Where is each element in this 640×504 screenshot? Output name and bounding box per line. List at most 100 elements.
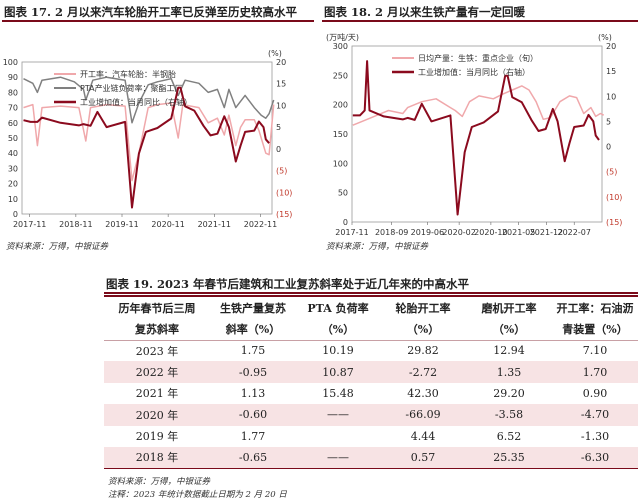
right-tick-label: 10 xyxy=(606,92,616,101)
x-tick-label: 2021-11 xyxy=(198,220,231,229)
table-cell: 0.57 xyxy=(380,446,466,469)
series-line-2 xyxy=(23,76,275,124)
table-cell: 10.87 xyxy=(296,361,380,383)
x-tick-label: 2020-11 xyxy=(151,220,184,229)
left-tick-label: 10 xyxy=(8,195,18,204)
left-tick-label: 20 xyxy=(8,180,18,189)
right-tick-label: 0 xyxy=(606,143,611,152)
x-tick-label: 2021-12 xyxy=(530,228,563,236)
table-cell: —— xyxy=(296,446,380,469)
figure-19-source: 资料来源：万得，中银证券 xyxy=(108,477,211,487)
table-cell: 25.35 xyxy=(466,446,552,469)
right-tick-label: 15 xyxy=(606,67,616,76)
right-tick-label: (10) xyxy=(606,193,622,202)
table-row: 2019 年 1.77 4.44 6.52 -1.30 xyxy=(104,426,638,447)
figure-17-source: 资料来源：万得，中银证券 xyxy=(6,242,109,252)
figure-19-note: 注释：2023 年统计数据截止日期为 2 月 20 日 xyxy=(108,490,287,500)
table-cell: 1.75 xyxy=(240,344,266,358)
table-header-cell: （%） xyxy=(296,318,380,341)
table-cell: -6.30 xyxy=(552,446,638,469)
right-tick-label: 5 xyxy=(276,123,281,132)
legend-label-1: 开工率：汽车轮胎：半钢胎 xyxy=(80,69,176,79)
table-header-row: 复苏斜率 斜率（%） （%） （%） （%） 青装置（%） xyxy=(104,318,638,341)
table-header-cell: （%） xyxy=(466,318,552,341)
left-tick-label: 70 xyxy=(8,104,18,113)
left-tick-label: 300 xyxy=(333,42,348,51)
right-axis-unit: (%) xyxy=(598,33,612,42)
left-tick-label: 40 xyxy=(8,149,18,158)
right-tick-label: (10) xyxy=(276,188,292,197)
table-row: 2018 年 -0.65 —— 0.57 25.35 -6.30 xyxy=(104,446,638,469)
plot-frame xyxy=(351,45,603,223)
series-line-2 xyxy=(352,60,600,216)
right-tick-label: 5 xyxy=(606,117,611,126)
left-tick-label: 60 xyxy=(8,119,18,128)
right-tick-label: (15) xyxy=(606,218,622,227)
table-cell: —— xyxy=(296,404,380,426)
right-tick-label: (15) xyxy=(276,210,292,219)
table-cell: 12.94 xyxy=(493,344,525,358)
x-tick-label: 2021-05 xyxy=(502,228,535,236)
legend-label-1: 日均产量：生铁：重点企业（旬） xyxy=(418,53,538,63)
table-header-cell: 开工率：石油沥 xyxy=(552,295,638,318)
right-tick-label: 20 xyxy=(276,58,286,67)
series-line-1 xyxy=(352,85,605,126)
table-header-cell: 生铁产量复苏 xyxy=(210,295,296,318)
left-tick-label: 0 xyxy=(13,210,18,219)
table-cell: 1.35 xyxy=(466,361,552,383)
table-cell: 6.52 xyxy=(496,429,522,443)
left-axis-unit: (万吨/天) xyxy=(326,32,359,42)
table-cell: 2021 年 xyxy=(135,387,179,401)
x-tick-label: 2017-11 xyxy=(13,220,46,229)
table-row: 2023 年 1.75 10.19 29.82 12.94 7.10 xyxy=(104,340,638,361)
table-cell: 10.19 xyxy=(322,344,354,358)
table-cell: -0.95 xyxy=(210,361,296,383)
table-cell: -0.65 xyxy=(210,446,296,469)
figure-18-chart: 0 50 100 150 200 250 300 (15) (10) (5) 0 5 10 15 20 (万吨… xyxy=(326,32,622,236)
table-cell: 15.48 xyxy=(322,386,354,400)
table-cell: 7.10 xyxy=(582,344,608,358)
table-cell: 2020 年 xyxy=(104,404,210,426)
table-cell: 2019 年 xyxy=(135,430,179,444)
right-tick-label: 10 xyxy=(276,101,286,110)
x-tick-label: 2022-07 xyxy=(558,228,591,236)
left-tick-label: 30 xyxy=(8,164,18,173)
x-tick-label: 2018-09 xyxy=(375,228,408,236)
table-cell: 2018 年 xyxy=(104,446,210,469)
series-line-3 xyxy=(23,86,270,209)
table-cell: -4.70 xyxy=(552,404,638,426)
table-row: 2021 年 1.13 15.48 42.30 29.20 0.90 xyxy=(104,383,638,404)
table-cell: 1.77 xyxy=(240,429,266,443)
table-cell: 1.70 xyxy=(552,361,638,383)
table-cell: -2.72 xyxy=(380,361,466,383)
table-cell: 2023 年 xyxy=(135,344,179,358)
left-tick-label: 0 xyxy=(343,218,348,227)
table-header-cell: 历年春节后三周 xyxy=(104,295,210,318)
left-tick-label: 90 xyxy=(8,73,18,82)
table-header-row: 历年春节后三周 生铁产量复苏 PTA 负荷率 轮胎开工率 磨机开工率 开工率：石油沥 xyxy=(104,295,638,318)
table-cell: 2022 年 xyxy=(104,361,210,383)
table-header-cell: PTA 负荷率 xyxy=(296,295,380,318)
right-tick-label: 20 xyxy=(606,42,616,51)
x-tick-label: 2018-11 xyxy=(59,220,92,229)
right-tick-label: 0 xyxy=(276,145,281,154)
figure-17-title: 图表 17. 2 月以来汽车轮胎开工率已反弹至历史较高水平 xyxy=(2,2,314,22)
table-cell: -1.30 xyxy=(580,429,610,443)
right-tick-label: (5) xyxy=(276,167,287,176)
right-tick-label: (5) xyxy=(606,168,617,177)
table-cell: 0.90 xyxy=(582,386,608,400)
x-tick-label: 2020-10 xyxy=(474,228,507,236)
left-tick-label: 200 xyxy=(333,101,348,110)
table-row: 2022 年 -0.95 10.87 -2.72 1.35 1.70 xyxy=(104,361,638,383)
table-cell: -3.58 xyxy=(466,404,552,426)
x-tick-label: 2019-11 xyxy=(105,220,138,229)
legend-label-2: 工业增加值：当月同比（右轴） xyxy=(418,67,530,77)
left-tick-label: 150 xyxy=(333,130,348,139)
table-cell: 42.30 xyxy=(407,386,439,400)
table-header-cell: 青装置（%） xyxy=(552,318,638,341)
legend-label-2: PTA产业链负荷率：聚酯工厂 xyxy=(80,83,183,93)
x-tick-label: 2020-02 xyxy=(442,228,475,236)
left-tick-label: 100 xyxy=(333,159,348,168)
table-cell: 29.82 xyxy=(407,344,439,358)
table-cell: 4.44 xyxy=(410,429,436,443)
